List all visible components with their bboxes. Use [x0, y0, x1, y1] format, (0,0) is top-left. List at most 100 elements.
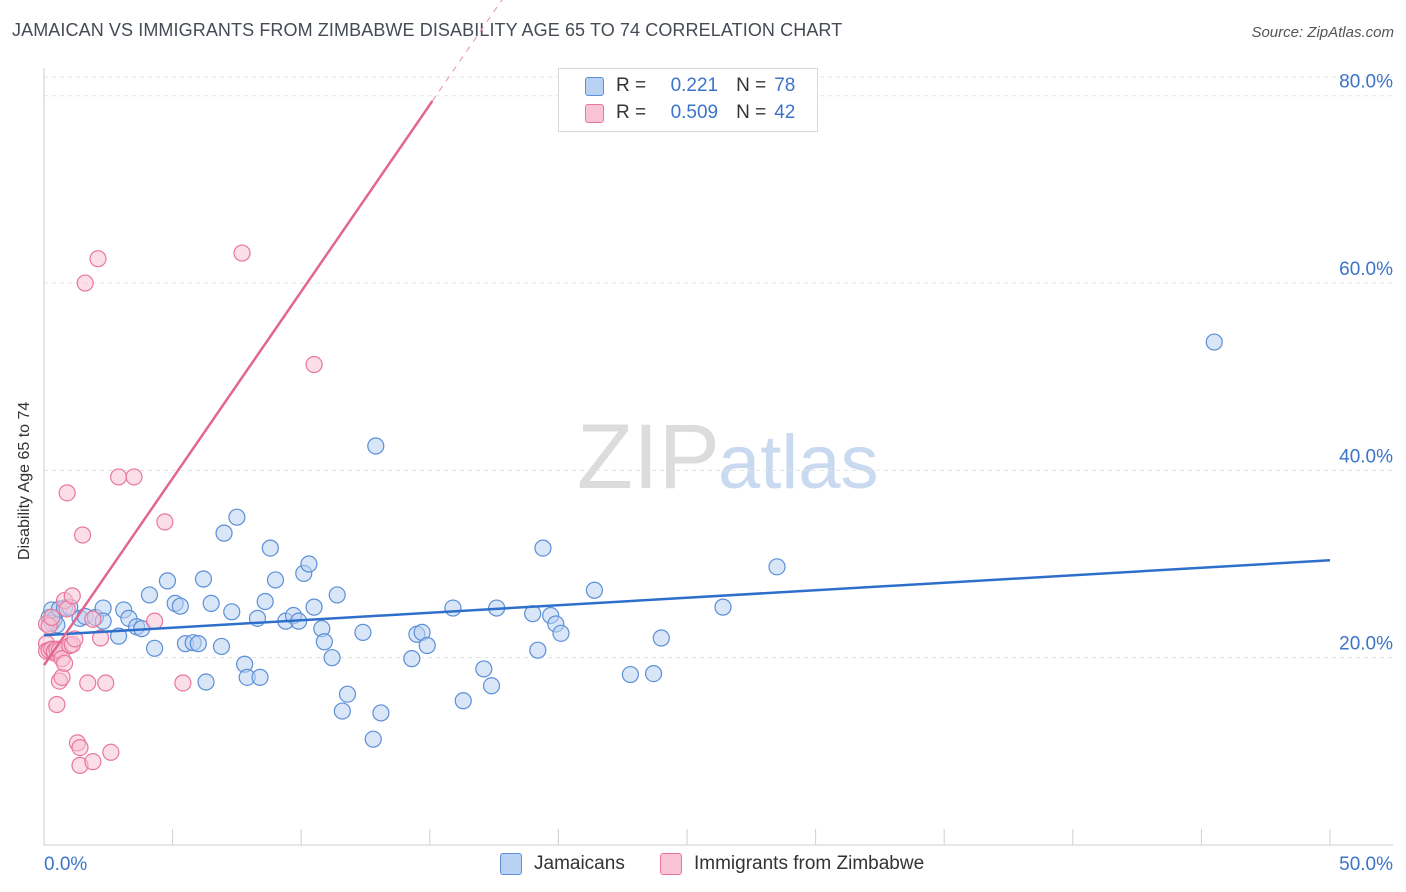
- jamaican-point: [444, 599, 462, 617]
- jamaican-point: [256, 592, 274, 611]
- jamaican-point: [261, 539, 279, 557]
- legend-n-value-jamaicans: 78: [774, 75, 796, 96]
- zimbabwe-point: [63, 587, 81, 605]
- jamaican-point: [482, 677, 501, 695]
- watermark-zip: ZIP: [577, 406, 720, 508]
- chart-title: JAMAICAN VS IMMIGRANTS FROM ZIMBABWE DIS…: [12, 20, 843, 40]
- jamaican-point: [215, 524, 233, 542]
- jamaican-point: [333, 702, 351, 720]
- bottom-legend-swatch-jamaicans: [500, 853, 522, 875]
- zimbabwe-point: [43, 608, 61, 627]
- jamaican-point: [364, 730, 382, 748]
- zimbabwe-point: [145, 612, 164, 630]
- zimbabwe-point: [55, 654, 74, 672]
- jamaican-point: [552, 624, 570, 642]
- zimbabwe-point: [91, 629, 110, 647]
- zimbabwe-point: [71, 738, 89, 757]
- legend-r-label: R =: [616, 75, 647, 96]
- zimbabwe-trend-line-extension: [431, 0, 503, 102]
- jamaican-point: [251, 668, 269, 686]
- zimbabwe-point: [53, 668, 71, 686]
- jamaican-point: [158, 572, 177, 590]
- y-tick-label: 40.0%: [1339, 446, 1393, 467]
- jamaican-point: [585, 581, 604, 599]
- jamaican-point: [328, 586, 346, 604]
- zimbabwe-point: [89, 250, 107, 268]
- zimbabwe-point: [84, 610, 102, 628]
- jamaican-point: [189, 635, 207, 653]
- zimbabwe-point: [125, 468, 143, 486]
- legend-r-value-jamaicans: 0.221: [670, 75, 719, 96]
- zimbabwe-point: [73, 526, 92, 544]
- zimbabwe-point: [84, 753, 102, 771]
- zimbabwe-point: [66, 630, 84, 648]
- jamaican-point: [315, 633, 333, 651]
- jamaican-point: [171, 597, 189, 615]
- jamaican-point: [367, 437, 385, 455]
- jamaican-point: [354, 623, 372, 641]
- jamaicans-trend-line: [43, 559, 1331, 637]
- jamaican-point: [228, 508, 246, 526]
- jamaican-point: [300, 555, 318, 573]
- zimbabwe-point: [233, 244, 251, 262]
- jamaican-point: [418, 636, 436, 655]
- jamaican-point: [323, 649, 341, 667]
- jamaican-point: [768, 558, 786, 576]
- zimbabwe-point: [174, 674, 192, 692]
- zimbabwe-point: [58, 484, 76, 502]
- legend-n-label: N =: [736, 102, 767, 123]
- bottom-legend-swatch-zimbabwe: [660, 853, 682, 875]
- jamaican-point: [266, 571, 285, 589]
- zimbabwe-point: [48, 695, 66, 714]
- watermark-atlas: atlas: [718, 420, 879, 505]
- jamaican-point: [202, 594, 220, 612]
- jamaican-point: [621, 665, 640, 684]
- legend-swatch-zimbabwe: [585, 103, 604, 123]
- legend-r-label: R =: [616, 102, 647, 123]
- y-tick-label: 80.0%: [1339, 72, 1393, 93]
- y-tick-label: 60.0%: [1339, 259, 1393, 280]
- jamaican-point: [529, 641, 547, 659]
- zimbabwe-point: [97, 674, 115, 692]
- bottom-legend-label-zimbabwe: Immigrants from Zimbabwe: [694, 853, 925, 874]
- jamaican-point: [305, 598, 323, 616]
- jamaican-point: [534, 539, 552, 557]
- source-label: Source: ZipAtlas.com: [1251, 24, 1394, 41]
- jamaican-point: [338, 685, 357, 703]
- jamaican-point: [212, 637, 231, 656]
- legend-n-label: N =: [736, 75, 767, 96]
- jamaican-point: [194, 570, 213, 588]
- bottom-legend-zimbabwe: Immigrants from Zimbabwe: [660, 850, 924, 878]
- legend-row-jamaicans: R = 0.221 N = 78: [585, 73, 795, 99]
- zimbabwe-trend-line: [42, 100, 434, 666]
- jamaican-point: [145, 639, 164, 657]
- bottom-legend-label-jamaicans: Jamaicans: [534, 853, 625, 874]
- jamaican-point: [475, 660, 493, 678]
- zimbabwe-point: [156, 513, 174, 531]
- legend-r-value-zimbabwe: 0.509: [670, 102, 719, 123]
- jamaican-point: [403, 650, 421, 668]
- jamaican-point: [454, 692, 472, 710]
- zimbabwe-point: [76, 274, 94, 292]
- zimbabwe-point: [109, 468, 128, 486]
- zimbabwe-point: [305, 355, 323, 374]
- jamaican-point: [197, 673, 215, 691]
- x-tick-label-min: 0.0%: [44, 854, 87, 875]
- legend-row-zimbabwe: R = 0.509 N = 42: [585, 100, 795, 126]
- x-tick-label-max: 50.0%: [1339, 854, 1393, 875]
- zimbabwe-point: [102, 743, 120, 761]
- jamaican-point: [1205, 333, 1223, 351]
- jamaican-point: [223, 603, 241, 621]
- y-tick-label: 20.0%: [1339, 634, 1393, 655]
- stats-legend: R = 0.221 N = 78 R = 0.509 N = 42: [558, 68, 818, 132]
- legend-swatch-jamaicans: [585, 76, 604, 96]
- bottom-legend-jamaicans: Jamaicans: [500, 850, 625, 878]
- jamaican-point: [372, 704, 390, 722]
- jamaican-point: [714, 598, 732, 616]
- zimbabwe-point: [79, 674, 97, 692]
- jamaican-point: [140, 586, 159, 604]
- jamaican-point: [652, 629, 670, 647]
- jamaican-point: [644, 665, 663, 683]
- legend-n-value-zimbabwe: 42: [774, 102, 796, 123]
